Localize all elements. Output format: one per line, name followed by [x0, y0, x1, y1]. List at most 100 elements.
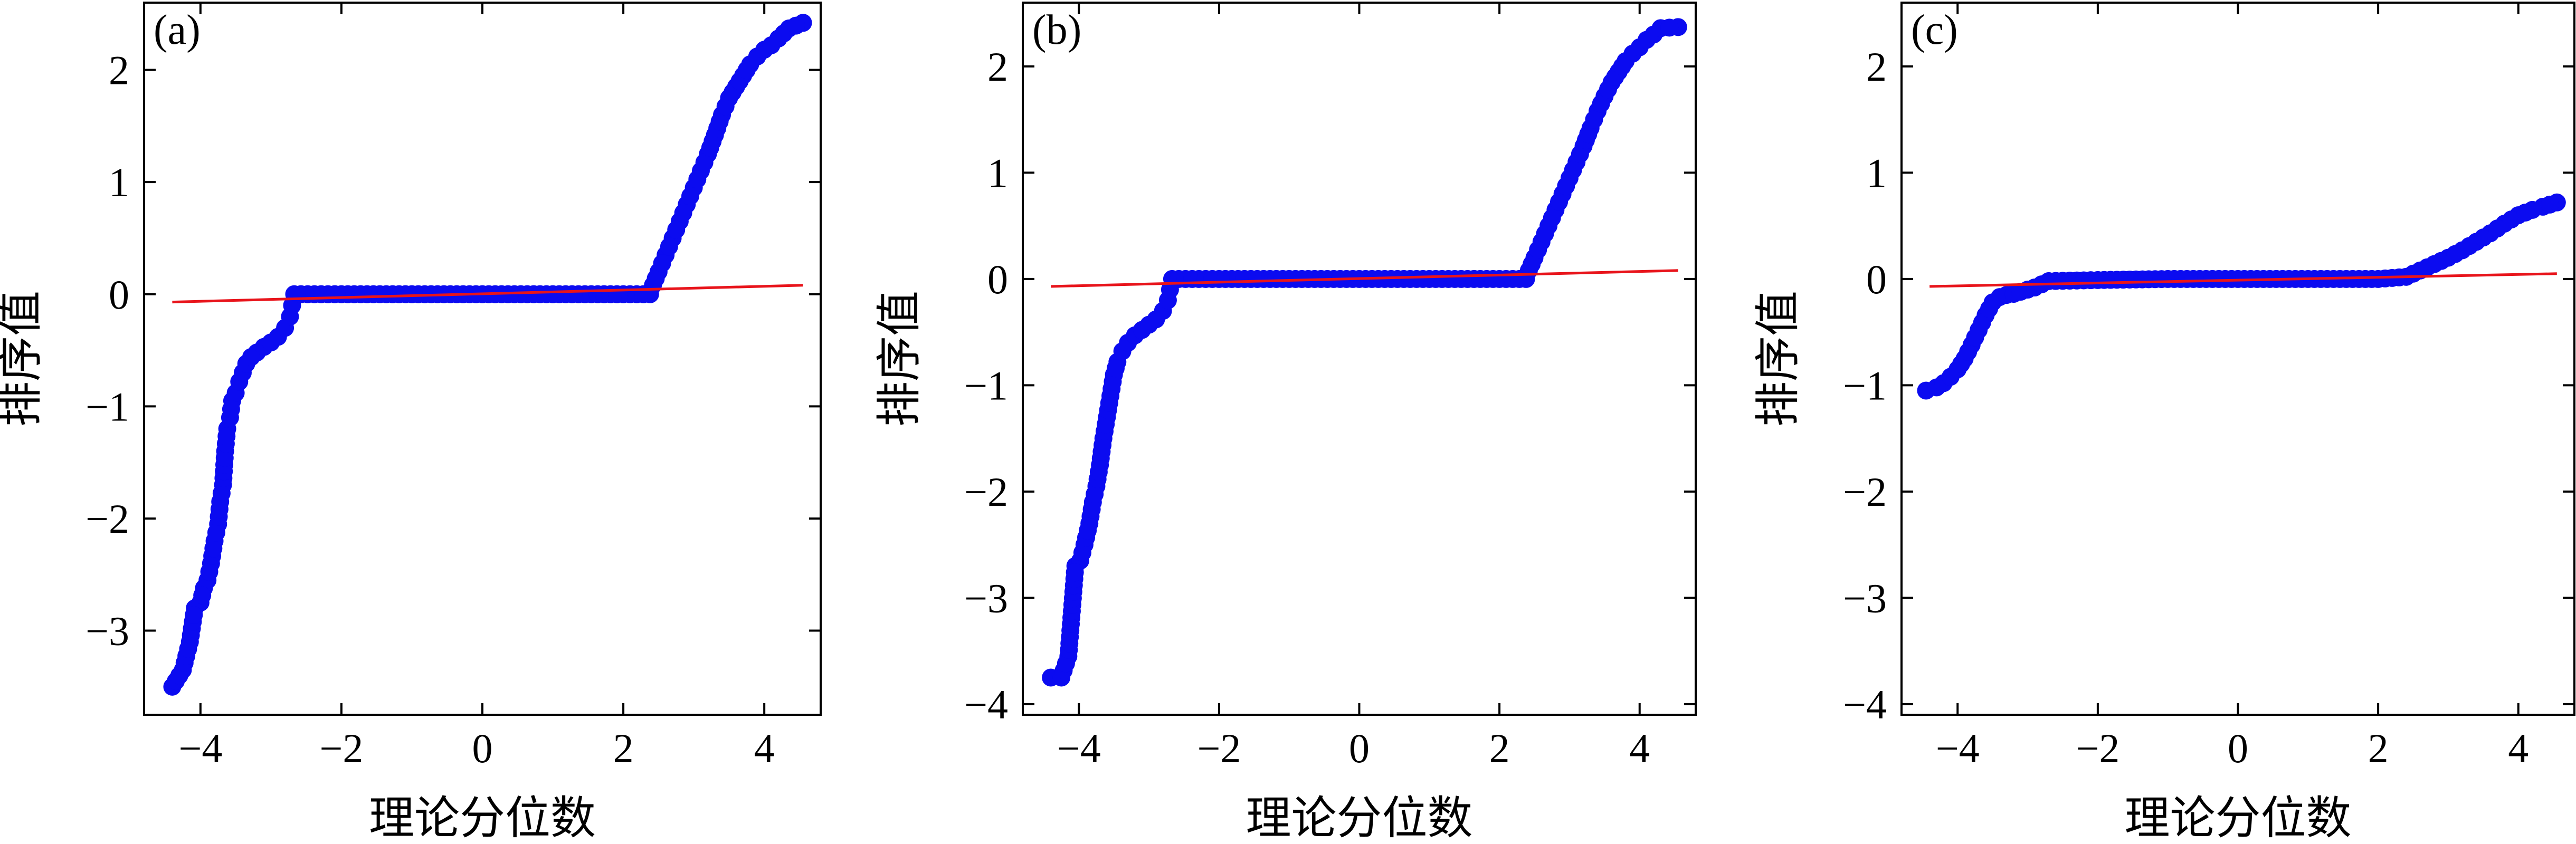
y-tick-label: −1	[85, 383, 129, 429]
y-axis-label: 排序值	[1752, 291, 1804, 427]
x-axis-label: 理论分位数	[2125, 792, 2352, 844]
data-point	[1066, 563, 1084, 582]
data-point	[1550, 193, 1569, 211]
data-point	[2081, 271, 2100, 290]
data-point	[647, 269, 665, 287]
x-tick-label: −2	[319, 725, 363, 771]
data-points	[163, 14, 812, 696]
x-tick-label: 0	[2228, 725, 2248, 771]
data-point	[2516, 203, 2535, 222]
data-point	[217, 427, 236, 446]
y-tick-label: 0	[1866, 256, 1887, 302]
data-point	[1980, 300, 1999, 318]
data-point	[674, 204, 692, 222]
x-tick-label: 2	[1489, 725, 1510, 771]
data-point	[1104, 372, 1122, 391]
y-tick-label: −3	[1843, 575, 1887, 621]
data-point	[1536, 225, 1554, 243]
data-point	[1073, 543, 1091, 562]
x-tick-label: 2	[613, 725, 634, 771]
x-tick-label: −4	[1057, 725, 1101, 771]
chart-panel-3: −4 −2 0 2 4 −4 −3 −2 −1 0 1 2 理论分位数 排序值 (c)	[1752, 2, 2575, 844]
data-point	[207, 523, 225, 542]
x-tick-label: 2	[2368, 725, 2389, 771]
panel-label: (b)	[1032, 7, 1081, 53]
data-point	[737, 61, 756, 79]
y-tick-label: 0	[109, 272, 129, 318]
data-point	[2488, 219, 2506, 238]
data-point	[1057, 654, 1075, 673]
data-point	[1592, 94, 1610, 113]
x-tick-label: 0	[1349, 725, 1370, 771]
reference-line	[1051, 269, 1678, 288]
y-tick-label: 2	[109, 47, 129, 93]
y-tick-label: −2	[1843, 469, 1887, 515]
data-point	[2363, 270, 2381, 288]
y-tick-label: −2	[964, 469, 1008, 515]
data-point	[537, 285, 556, 303]
data-point	[222, 400, 240, 418]
y-axis-label: 排序值	[873, 291, 926, 427]
data-point	[2474, 228, 2493, 247]
data-point	[1585, 110, 1603, 129]
data-point	[1959, 342, 1978, 361]
chart-panel-1: −4 −2 0 2 4 −3 −2 −1 0 1 2 理论分位数 排序值 (a)	[0, 2, 822, 844]
data-point	[1571, 145, 1589, 164]
data-point	[1613, 57, 1631, 75]
data-point	[1579, 125, 1598, 143]
data-point	[1529, 241, 1547, 259]
data-point	[2541, 195, 2559, 214]
data-point	[667, 220, 686, 239]
data-point	[1273, 270, 1292, 288]
y-tick-label: −3	[85, 608, 129, 654]
data-point	[2432, 252, 2450, 270]
y-tick-label: −3	[964, 575, 1008, 621]
y-tick-label: −1	[964, 362, 1008, 408]
data-point	[787, 16, 805, 35]
data-point	[1543, 209, 1561, 227]
y-tick-label: 1	[987, 150, 1008, 196]
y-tick-label: −4	[964, 682, 1008, 727]
y-tick-label: −4	[1843, 682, 1887, 727]
y-axis-label: 排序值	[0, 291, 47, 427]
data-point	[215, 449, 234, 467]
x-tick-label: 4	[1629, 725, 1650, 771]
chart-panel-2: −4 −2 0 2 4 −4 −3 −2 −1 0 1 2 理论分位数 排序值 (b)	[873, 2, 1697, 844]
x-tick-label: −4	[1936, 725, 1980, 771]
data-point	[212, 484, 231, 503]
data-point	[1523, 255, 1541, 273]
data-point	[1086, 485, 1104, 503]
data-points	[1042, 18, 1687, 687]
data-point	[2152, 270, 2171, 289]
data-point	[1966, 328, 1984, 347]
x-tick-label: 4	[2508, 725, 2529, 771]
data-point	[1973, 313, 1991, 332]
x-axis-label: 理论分位数	[369, 792, 596, 844]
y-tick-label: 1	[109, 159, 129, 205]
y-tick-label: 0	[987, 256, 1008, 302]
plot-frame	[1900, 2, 2575, 716]
data-point	[1079, 521, 1097, 540]
data-point	[634, 285, 653, 303]
data-point	[695, 153, 714, 171]
data-point	[681, 187, 699, 205]
data-point	[1557, 177, 1575, 195]
x-tick-label: −4	[178, 725, 222, 771]
data-point	[1089, 463, 1108, 481]
data-point	[1097, 415, 1115, 434]
y-tick-label: −1	[1843, 362, 1887, 408]
data-point	[1106, 359, 1125, 378]
panel-label: (a)	[154, 7, 201, 53]
data-point	[179, 640, 197, 658]
x-tick-label: −2	[1197, 725, 1241, 771]
data-point	[1414, 270, 1432, 288]
reference-line	[172, 284, 803, 304]
y-tick-label: 2	[987, 44, 1008, 90]
data-point	[688, 170, 707, 188]
data-point	[1082, 500, 1101, 519]
data-point	[653, 254, 671, 273]
data-point	[185, 606, 203, 624]
data-point	[2460, 237, 2478, 255]
x-tick-label: −2	[2076, 725, 2119, 771]
